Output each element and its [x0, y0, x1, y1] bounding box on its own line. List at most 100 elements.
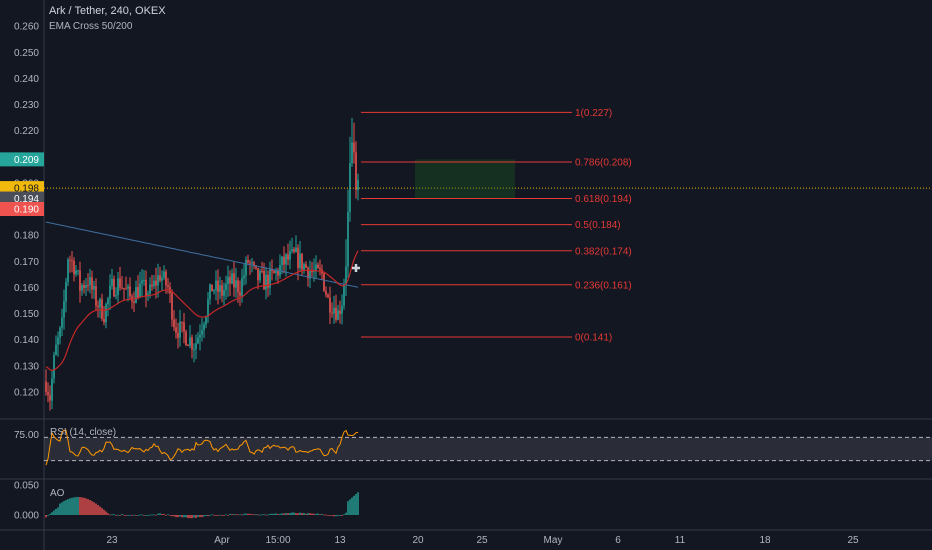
- ao-bar: [293, 512, 295, 515]
- candle-body: [287, 254, 289, 260]
- ao-bar: [171, 515, 173, 517]
- cursor-marker: [352, 264, 360, 272]
- candle-body: [189, 337, 191, 346]
- ao-bar: [191, 515, 193, 519]
- ao-bar: [91, 501, 93, 515]
- candle-body: [101, 299, 103, 320]
- candle-body: [217, 280, 219, 292]
- candle-body: [353, 142, 355, 153]
- price-tick-label: 0.230: [14, 100, 39, 111]
- candle-body: [351, 142, 353, 164]
- candle-body: [163, 271, 165, 278]
- ao-bar: [129, 514, 131, 516]
- ao-bar: [161, 513, 163, 515]
- price-tick-label: 0.130: [14, 361, 39, 372]
- ao-bar: [115, 515, 117, 516]
- candle-body: [279, 265, 281, 276]
- candle-body: [311, 271, 313, 273]
- candle-body: [213, 290, 215, 292]
- ao-bar: [221, 515, 223, 516]
- ao-bar: [83, 497, 85, 515]
- ao-bar: [355, 494, 357, 515]
- ao-bar: [219, 514, 221, 516]
- candle-body: [127, 286, 129, 289]
- rsi-tick-label: 75.00: [14, 430, 39, 441]
- candle-body: [87, 284, 89, 286]
- time-tick-label: 18: [759, 535, 771, 546]
- candle-body: [53, 354, 55, 379]
- candle-body: [227, 276, 229, 284]
- ao-bar: [137, 515, 139, 516]
- candle-body: [179, 321, 181, 338]
- candle-body: [237, 280, 239, 293]
- candle-body: [91, 277, 93, 290]
- ema50-line: [45, 250, 359, 372]
- fib-level-label: 0.382(0.174): [575, 246, 632, 257]
- ao-bar: [245, 513, 247, 515]
- candle-body: [181, 321, 183, 323]
- candle-body: [327, 294, 329, 298]
- time-tick-label: 15:00: [265, 535, 290, 546]
- candle-body: [79, 270, 81, 291]
- ao-bar: [333, 515, 335, 517]
- candle-body: [313, 271, 315, 273]
- ao-label: AO: [50, 488, 65, 499]
- candle-body: [49, 395, 51, 401]
- ao-bar: [99, 506, 101, 515]
- indicator-label: EMA Cross 50/200: [49, 21, 133, 32]
- ao-bar: [173, 515, 175, 517]
- rsi-line: [45, 429, 359, 466]
- ao-bar: [237, 514, 239, 516]
- ao-bar: [265, 514, 267, 516]
- ao-bar: [127, 515, 129, 516]
- ao-bar: [87, 499, 89, 515]
- ao-bar: [337, 515, 339, 516]
- ao-bar: [323, 514, 325, 516]
- candle-body: [259, 270, 261, 281]
- candle-body: [197, 337, 199, 344]
- candle-body: [135, 287, 137, 304]
- candle-body: [285, 254, 287, 265]
- candle-body: [297, 247, 299, 269]
- ao-bar: [49, 513, 51, 515]
- ao-bar: [121, 514, 123, 515]
- ao-bar: [303, 512, 305, 515]
- candle-body: [329, 297, 331, 313]
- ao-bar: [331, 515, 333, 516]
- ao-bar: [343, 514, 345, 516]
- ao-bar: [317, 513, 319, 515]
- ao-bar: [307, 513, 309, 515]
- candle-body: [47, 391, 49, 396]
- candle-body: [347, 211, 349, 267]
- price-tick-label: 0.160: [14, 283, 39, 294]
- ao-bar: [329, 515, 331, 516]
- ao-bar: [175, 515, 177, 518]
- fib-level-label: 0.5(0.184): [575, 220, 621, 231]
- candle-body: [247, 259, 249, 263]
- candle-body: [265, 274, 267, 290]
- price-tick-label: 0.170: [14, 257, 39, 268]
- ao-bar: [117, 514, 119, 516]
- candle-body: [99, 299, 101, 308]
- ao-bar: [95, 503, 97, 515]
- candle-body: [115, 295, 117, 297]
- ao-bar: [275, 513, 277, 515]
- candle-body: [201, 330, 203, 335]
- candle-body: [337, 310, 339, 320]
- candle-body: [111, 278, 113, 286]
- fib-level-label: 0(0.141): [575, 333, 612, 344]
- candle-body: [257, 268, 259, 281]
- candle-body: [205, 316, 207, 325]
- candle-body: [309, 271, 311, 279]
- candle-body: [175, 327, 177, 333]
- ao-bar: [107, 513, 109, 515]
- ao-bar: [69, 498, 71, 515]
- ao-bar: [53, 510, 55, 515]
- ao-bar: [185, 515, 187, 518]
- ao-bar: [269, 513, 271, 515]
- price-tag-label: 0.209: [14, 155, 39, 166]
- ao-bar: [149, 514, 151, 516]
- price-tag-label: 0.190: [14, 205, 39, 216]
